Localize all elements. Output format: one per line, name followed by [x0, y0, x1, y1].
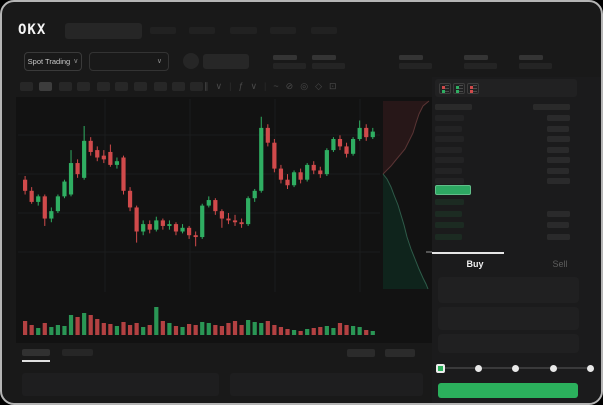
timeframe-button[interactable] [154, 82, 167, 91]
market-type-selector[interactable]: Spot Trading ∨ [24, 52, 82, 71]
market-type-label: Spot Trading [27, 57, 71, 66]
stat-label [399, 63, 432, 69]
timeframe-button[interactable] [97, 82, 110, 91]
ask-amount [547, 125, 569, 132]
bid-amount [547, 233, 570, 240]
stat-value [464, 55, 488, 60]
indicators-icon[interactable]: ƒ [238, 81, 244, 91]
search-input[interactable] [65, 23, 142, 39]
chevron-down-icon[interactable]: ∨ [250, 80, 258, 91]
ask-price[interactable] [435, 178, 464, 184]
bid-price[interactable] [435, 233, 462, 240]
eraser-icon[interactable]: ⊘ [285, 80, 294, 91]
ask-price[interactable] [435, 146, 462, 153]
orderbook-combined-icon[interactable] [439, 83, 451, 94]
line-tool-icon[interactable]: ~ [273, 81, 279, 91]
orderbook-col-amount [533, 104, 570, 110]
ask-price[interactable] [435, 157, 464, 163]
slider-stop[interactable] [587, 365, 594, 372]
slider-handle[interactable] [436, 364, 445, 373]
last-price-badge[interactable] [435, 185, 471, 195]
ask-amount [547, 178, 570, 184]
camera-icon[interactable]: ◎ [300, 80, 309, 91]
fullscreen-icon[interactable]: ⊡ [328, 80, 337, 91]
slider-stop[interactable] [512, 365, 519, 372]
ask-amount [547, 167, 569, 174]
timeframe-button[interactable] [115, 82, 128, 91]
ask-amount [547, 115, 570, 121]
bid-price[interactable] [435, 222, 464, 228]
ask-price[interactable] [435, 125, 462, 132]
buy-submit-button[interactable] [438, 383, 578, 398]
chart-canvas[interactable] [16, 97, 432, 343]
nav-item[interactable] [311, 27, 337, 34]
ask-amount [547, 136, 570, 142]
stat-value [399, 55, 423, 60]
nav-item[interactable] [230, 27, 257, 34]
stat-value [519, 55, 543, 60]
candlestick-chart [18, 99, 432, 335]
order-input-field[interactable] [438, 307, 579, 330]
bottom-action-button[interactable] [385, 349, 415, 357]
timeframe-button[interactable] [134, 82, 147, 91]
bid-price[interactable] [435, 210, 462, 217]
bottom-panel [22, 373, 219, 396]
ask-price[interactable] [435, 136, 464, 142]
stat-label [519, 63, 552, 69]
timeframe-button[interactable] [77, 82, 90, 91]
bottom-tab[interactable] [62, 349, 93, 356]
chart-toolbar: ∥ ∨ | ƒ ∨ | ~ ⊘ ◎ ◇ ⊡ [204, 78, 337, 94]
toolbar-separator: | [264, 81, 267, 91]
stat-label [273, 63, 306, 69]
stat-label [312, 63, 345, 69]
bottom-panel [230, 373, 423, 396]
stat-label [464, 63, 497, 69]
nav-item[interactable] [150, 27, 176, 34]
chevron-down-icon[interactable]: ∨ [215, 80, 223, 91]
chevron-down-icon: ∨ [156, 58, 162, 65]
settings-icon[interactable]: ◇ [315, 80, 322, 91]
bottom-tab-underline [22, 360, 50, 362]
orderbook-col-price [435, 104, 472, 110]
toolbar-separator: | [229, 81, 232, 91]
orderbook-panel: Buy Sell [432, 77, 601, 403]
tab-buy[interactable]: Buy [466, 259, 484, 269]
slider-stop[interactable] [549, 365, 557, 372]
bottom-action-button[interactable] [347, 349, 375, 357]
okx-logo[interactable]: OKX [18, 22, 47, 38]
ask-amount [547, 146, 569, 153]
orderbook-bids-icon[interactable] [453, 83, 465, 94]
candle-type-icon[interactable]: ∥ [204, 80, 209, 91]
order-input-field[interactable] [438, 277, 579, 303]
timeframe-button[interactable] [20, 82, 33, 91]
ask-price[interactable] [435, 167, 462, 174]
chevron-down-icon: ∨ [73, 58, 79, 65]
pair-icon[interactable] [183, 53, 199, 69]
ticker-action-button[interactable] [203, 54, 249, 69]
nav-item[interactable] [270, 27, 296, 34]
pair-selector-dropdown[interactable]: ∨ [89, 52, 169, 71]
active-tab-indicator [432, 252, 504, 254]
stat-value [312, 55, 336, 60]
timeframe-button[interactable] [39, 82, 52, 91]
ask-amount [547, 157, 570, 163]
orderbook-asks-icon[interactable] [467, 83, 479, 94]
timeframe-button[interactable] [172, 82, 185, 91]
ask-price[interactable] [435, 115, 464, 121]
slider-stop[interactable] [474, 365, 482, 372]
order-input-field[interactable] [438, 334, 579, 353]
timeframe-button[interactable] [190, 82, 203, 91]
bottom-tab-active[interactable] [22, 349, 50, 356]
stat-value [273, 55, 297, 60]
bid-amount [547, 210, 570, 217]
nav-item[interactable] [189, 27, 215, 34]
bid-amount [547, 222, 569, 228]
tab-sell[interactable]: Sell [552, 259, 568, 269]
bid-price[interactable] [435, 199, 464, 205]
timeframe-button[interactable] [59, 82, 72, 91]
